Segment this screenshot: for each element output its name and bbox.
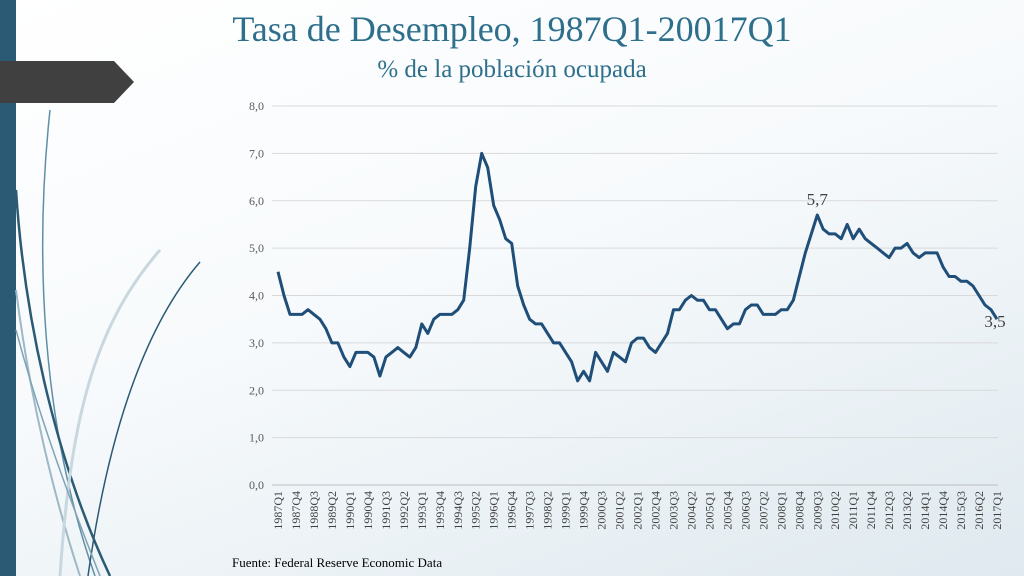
y-tick-label: 6,0 bbox=[249, 194, 264, 208]
x-tick-label: 1999Q4 bbox=[577, 491, 591, 530]
x-tick-label: 2016Q2 bbox=[972, 491, 986, 530]
y-tick-label: 1,0 bbox=[249, 431, 264, 445]
x-tick-label: 1998Q2 bbox=[541, 491, 555, 530]
x-tick-label: 2008Q1 bbox=[774, 491, 788, 530]
decorative-curves bbox=[14, 109, 201, 576]
x-tick-label: 2011Q4 bbox=[864, 491, 878, 529]
x-tick-label: 1992Q2 bbox=[397, 491, 411, 530]
y-tick-label: 8,0 bbox=[249, 99, 264, 113]
x-tick-label: 1999Q1 bbox=[559, 491, 573, 530]
y-tick-label: 4,0 bbox=[249, 289, 264, 303]
x-tick-label: 2012Q3 bbox=[882, 491, 896, 530]
unemployment-series-line bbox=[276, 151, 999, 383]
x-tick-label: 1988Q3 bbox=[307, 491, 321, 530]
y-tick-label: 2,0 bbox=[249, 383, 264, 397]
x-tick-label: 2009Q3 bbox=[810, 491, 824, 530]
data-label: 5,7 bbox=[807, 190, 829, 209]
x-tick-label: 2014Q1 bbox=[918, 491, 932, 530]
x-tick-label: 2002Q1 bbox=[631, 491, 645, 530]
y-tick-label: 5,0 bbox=[249, 241, 264, 255]
x-tick-label: 1990Q4 bbox=[361, 491, 375, 530]
x-tick-label: 1995Q2 bbox=[469, 491, 483, 530]
x-tick-label: 2001Q2 bbox=[613, 491, 627, 530]
arrow-tab-shape bbox=[0, 61, 134, 103]
x-tick-label: 2006Q3 bbox=[738, 491, 752, 530]
x-tick-label: 1996Q4 bbox=[505, 491, 519, 530]
x-tick-label: 2004Q2 bbox=[684, 491, 698, 530]
data-label: 3,5 bbox=[984, 312, 1005, 331]
x-tick-label: 2000Q3 bbox=[595, 491, 609, 530]
y-tick-label: 0,0 bbox=[249, 478, 264, 492]
x-tick-label: 1997Q3 bbox=[523, 491, 537, 530]
x-tick-label: 2005Q1 bbox=[702, 491, 716, 530]
x-tick-label: 2013Q2 bbox=[900, 491, 914, 530]
x-tick-label: 2007Q2 bbox=[756, 491, 770, 530]
x-tick-label: 1994Q3 bbox=[451, 491, 465, 530]
x-tick-label: 1987Q4 bbox=[289, 491, 303, 530]
x-tick-label: 2011Q1 bbox=[846, 491, 860, 529]
x-tick-label: 2014Q4 bbox=[936, 491, 950, 530]
x-tick-label: 2015Q3 bbox=[954, 491, 968, 530]
x-tick-label: 2008Q4 bbox=[792, 491, 806, 530]
y-tick-label: 7,0 bbox=[249, 146, 264, 160]
source-note: Fuente: Federal Reserve Economic Data bbox=[232, 555, 443, 570]
x-tick-label: 2010Q2 bbox=[828, 491, 842, 530]
chart-subtitle: % de la población ocupada bbox=[377, 56, 647, 83]
x-tick-label: 1989Q2 bbox=[325, 491, 339, 530]
x-tick-label: 1993Q4 bbox=[433, 491, 447, 530]
x-tick-label: 1987Q1 bbox=[271, 491, 285, 530]
x-tick-label: 2017Q1 bbox=[990, 491, 1004, 530]
y-tick-label: 3,0 bbox=[249, 336, 264, 350]
x-tick-label: 1990Q1 bbox=[343, 491, 357, 530]
x-tick-label: 2003Q3 bbox=[666, 491, 680, 530]
left-accent-bar bbox=[0, 0, 16, 576]
x-tick-label: 2002Q4 bbox=[648, 491, 662, 530]
x-tick-label: 1991Q3 bbox=[379, 491, 393, 530]
chart-title: Tasa de Desempleo, 1987Q1-20017Q1 bbox=[232, 9, 792, 49]
x-tick-label: 2005Q4 bbox=[720, 491, 734, 530]
x-tick-label: 1996Q1 bbox=[487, 491, 501, 530]
x-tick-label: 1993Q1 bbox=[415, 491, 429, 530]
